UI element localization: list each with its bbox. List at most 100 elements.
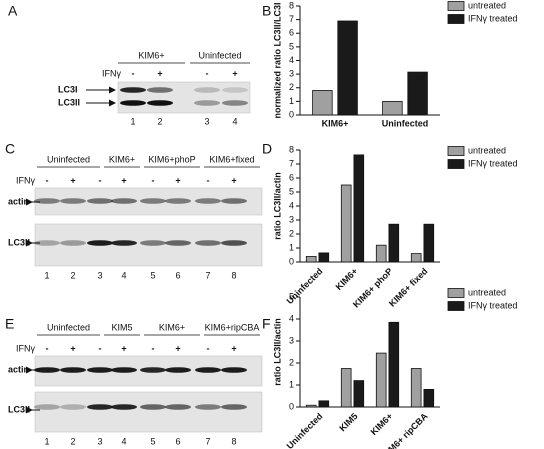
- y-tick-label: 2: [289, 357, 294, 367]
- band: [165, 198, 191, 204]
- band: [34, 240, 60, 246]
- legend-label: IFNγ treated: [468, 13, 518, 23]
- y-tick-label: 2: [289, 82, 294, 92]
- lane-number: 8: [231, 436, 236, 446]
- arrow-head: [26, 406, 33, 414]
- y-tick-label: 7: [289, 14, 294, 24]
- treatment-sign: -: [46, 343, 49, 353]
- treatment-sign: -: [152, 175, 155, 185]
- lane-number: 7: [205, 436, 210, 446]
- x-tick-label: KIM6+: [322, 118, 349, 128]
- treatment-sign: +: [121, 175, 126, 185]
- y-tick-label: 4: [289, 200, 294, 210]
- treatment-sign: +: [70, 175, 75, 185]
- treatment-sign: +: [175, 175, 180, 185]
- ifn-label: IFNγ: [102, 68, 121, 78]
- band: [111, 240, 137, 246]
- y-tick-label: 3: [289, 69, 294, 79]
- treatment-sign: -: [152, 343, 155, 353]
- treatment-sign: -: [46, 175, 49, 185]
- blot: [117, 81, 251, 114]
- treatment-sign: -: [207, 175, 210, 185]
- row-label: LC3I: [58, 84, 78, 94]
- group-header: Uninfected: [198, 50, 241, 60]
- band: [222, 100, 248, 106]
- panel-letter: C: [5, 141, 15, 157]
- band: [120, 100, 146, 106]
- legend-swatch: [447, 159, 465, 169]
- bar: [423, 388, 435, 408]
- band: [140, 367, 166, 373]
- lane-number: 5: [150, 270, 155, 280]
- x-tick-label: KIM6+: [369, 411, 395, 437]
- band: [60, 240, 86, 246]
- panel-letter: E: [5, 316, 14, 332]
- row-label: LC3II: [58, 97, 80, 107]
- lane-number: 3: [97, 436, 102, 446]
- y-tick-label: 6: [289, 172, 294, 182]
- y-tick-label: 4: [289, 55, 294, 65]
- bar: [353, 380, 365, 408]
- treatment-sign: +: [121, 343, 126, 353]
- ifn-label: IFNγ: [16, 175, 35, 185]
- band: [111, 198, 137, 204]
- legend-label: untreated: [468, 0, 506, 10]
- band: [221, 367, 247, 373]
- row-label: LC3II: [8, 237, 30, 247]
- bar: [382, 100, 403, 116]
- y-tick-label: 6: [289, 28, 294, 38]
- band: [195, 404, 221, 410]
- band: [34, 367, 60, 373]
- band: [60, 367, 86, 373]
- y-tick-label: 5: [289, 186, 294, 196]
- bar: [305, 404, 317, 408]
- lane-number: 7: [205, 270, 210, 280]
- y-tick-label: 8: [289, 144, 294, 154]
- lane-number: 3: [204, 116, 209, 126]
- band: [195, 367, 221, 373]
- bar: [410, 253, 422, 263]
- group-header: KIM5: [111, 322, 132, 332]
- y-tick-label: 3: [289, 214, 294, 224]
- band: [60, 198, 86, 204]
- legend-swatch: [447, 301, 465, 311]
- x-tick-label: Uninfected: [285, 411, 325, 449]
- y-tick-label: 1: [289, 379, 294, 389]
- band: [194, 100, 220, 106]
- bar: [375, 352, 387, 408]
- treatment-sign: +: [232, 68, 237, 78]
- y-tick-label: 5: [289, 41, 294, 51]
- bar: [388, 223, 400, 263]
- band: [87, 240, 113, 246]
- band: [34, 198, 60, 204]
- treatment-sign: +: [70, 343, 75, 353]
- blot: [34, 391, 263, 433]
- bar: [340, 368, 352, 408]
- band: [147, 100, 173, 106]
- bar: [340, 184, 352, 263]
- bar: [407, 71, 428, 116]
- lane-number: 5: [150, 436, 155, 446]
- arrow-head: [26, 239, 33, 247]
- treatment-sign: +: [157, 68, 162, 78]
- band: [140, 240, 166, 246]
- legend-label: IFNγ treated: [468, 158, 518, 168]
- legend-label: untreated: [468, 287, 506, 297]
- lane-number: 2: [70, 436, 75, 446]
- band: [222, 87, 248, 93]
- y-tick-label: 8: [289, 0, 294, 10]
- bar: [318, 400, 330, 408]
- bar: [388, 321, 400, 408]
- bar: [337, 20, 358, 116]
- group-header: Uninfected: [47, 154, 90, 164]
- y-axis-label: ratio LC3II/actin: [272, 172, 282, 240]
- group-header: KIM6+ripCBA: [205, 322, 260, 332]
- legend-label: untreated: [468, 145, 506, 155]
- y-tick-label: 2: [289, 228, 294, 238]
- treatment-sign: -: [99, 343, 102, 353]
- y-axis-label: ratio LC3II/actin: [272, 318, 282, 386]
- bar: [318, 252, 330, 263]
- group-header: KIM6+fixed: [209, 154, 254, 164]
- band: [120, 87, 146, 93]
- panel-letter: F: [262, 316, 271, 332]
